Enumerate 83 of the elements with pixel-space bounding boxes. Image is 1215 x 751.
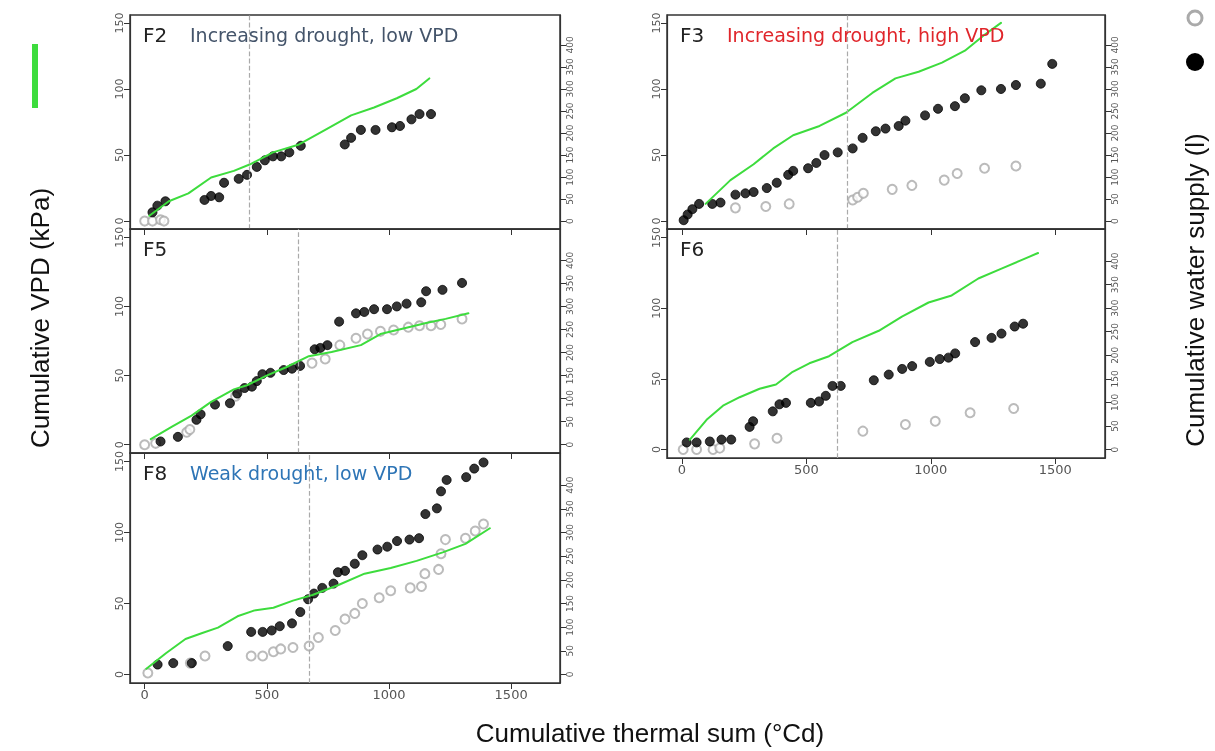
y-tick-label: 150: [650, 12, 663, 34]
x-tick-label: 500: [793, 462, 819, 477]
y2-tick-label: 50: [1109, 193, 1120, 205]
y2-tick-label: 300: [564, 523, 575, 542]
y2-tick-label: 200: [1109, 346, 1120, 364]
y2-tick-label: 250: [564, 102, 575, 120]
y2-tick-label: 300: [564, 80, 575, 98]
y-tick-label: 0: [650, 446, 663, 454]
y2-tick-label: 100: [1109, 393, 1120, 411]
x-axis-title: Cumulative thermal sum (°Cd): [475, 717, 825, 749]
y2-tick-label: 350: [1109, 275, 1120, 294]
y2-tick-label: 400: [564, 476, 575, 494]
y-tick-label: 100: [650, 297, 663, 319]
y2-tick-label: 100: [564, 618, 575, 636]
text: F8: [143, 461, 168, 485]
y2-tick-label: 350: [564, 58, 575, 76]
y2-tick-label: 250: [1109, 322, 1120, 341]
chart-title: F2: [143, 23, 168, 47]
chart-title: F3: [680, 23, 705, 47]
x-tick-label: 500: [254, 687, 280, 702]
text: Weak drought, low VPD: [190, 461, 413, 484]
y-tick-label: 50: [113, 596, 126, 611]
y2-tick-label: 150: [1109, 369, 1120, 388]
x-tick-label: 1000: [914, 462, 948, 477]
y2-tick-label: 150: [564, 366, 575, 385]
y2-tick-label: 0: [1109, 217, 1120, 224]
y-tick-label: 150: [650, 226, 663, 248]
x-tick-label: 1000: [372, 687, 406, 702]
chart-title: F5: [143, 237, 168, 261]
y2-tick-label: 0: [564, 441, 575, 448]
y-tick-label: 50: [650, 371, 663, 386]
y-tick-label: 150: [113, 12, 126, 34]
y-axis-title: Cumulative VPD (kPa): [24, 187, 56, 449]
y2-tick-label: 200: [564, 343, 575, 362]
y-tick-label: 150: [113, 226, 126, 248]
y2-tick-label: 350: [1109, 58, 1120, 76]
y-tick-label: 50: [113, 148, 126, 163]
y2-tick-label: 350: [564, 274, 575, 292]
y2-tick-label: 250: [564, 547, 575, 565]
y2-axis-title: Cumulative water supply (l): [1179, 133, 1211, 447]
y2-tick-label: 400: [564, 251, 575, 269]
y2-tick-label: 300: [1109, 299, 1120, 317]
y-tick-label: 0: [113, 670, 126, 678]
y2-tick-label: 200: [1109, 124, 1120, 142]
y2-tick-label: 150: [1109, 146, 1120, 164]
y2-tick-label: 300: [564, 297, 575, 316]
y-tick-label: 100: [113, 78, 126, 100]
x-tick-label: 1500: [494, 687, 528, 702]
y2-tick-label: 50: [564, 415, 575, 428]
y2-tick-label: 250: [564, 320, 575, 339]
y2-tick-label: 100: [564, 168, 575, 186]
y-tick-label: 100: [650, 78, 663, 100]
y-tick-label: 0: [113, 441, 126, 449]
y2-tick-label: 200: [564, 570, 575, 589]
y2-tick-label: 0: [564, 671, 575, 678]
y2-tick-label: 50: [564, 193, 575, 205]
y2-tick-label: 300: [1109, 80, 1120, 98]
y-tick-label: 150: [113, 451, 126, 473]
y2-tick-label: 50: [1109, 419, 1120, 432]
x-tick-label: 1500: [1038, 462, 1072, 477]
y-tick-label: 0: [113, 217, 126, 225]
y2-tick-label: 0: [1109, 446, 1120, 453]
x-tick-label: 0: [677, 462, 687, 477]
y-tick-label: 100: [113, 522, 126, 544]
y2-tick-label: 150: [564, 594, 575, 613]
y2-tick-label: 100: [1109, 168, 1120, 186]
y2-tick-label: 250: [1109, 102, 1120, 120]
y2-tick-label: 0: [564, 217, 575, 224]
y2-tick-label: 200: [564, 124, 575, 142]
y2-tick-label: 400: [1109, 36, 1120, 54]
y2-tick-label: 400: [1109, 252, 1120, 270]
y2-tick-label: 100: [564, 389, 575, 408]
y2-tick-label: 400: [564, 36, 575, 54]
y-tick-label: 50: [113, 368, 126, 383]
y-tick-label: 0: [650, 217, 663, 225]
y2-tick-label: 150: [564, 146, 575, 164]
y2-tick-label: 350: [564, 499, 575, 518]
y2-tick-label: 50: [564, 644, 575, 657]
y-tick-label: 100: [113, 295, 126, 317]
y-tick-label: 50: [650, 148, 663, 163]
x-tick-label: 0: [140, 687, 149, 702]
chart-title: F6: [680, 237, 705, 261]
chart-subtitle: Increasing drought, low VPD: [190, 23, 459, 46]
